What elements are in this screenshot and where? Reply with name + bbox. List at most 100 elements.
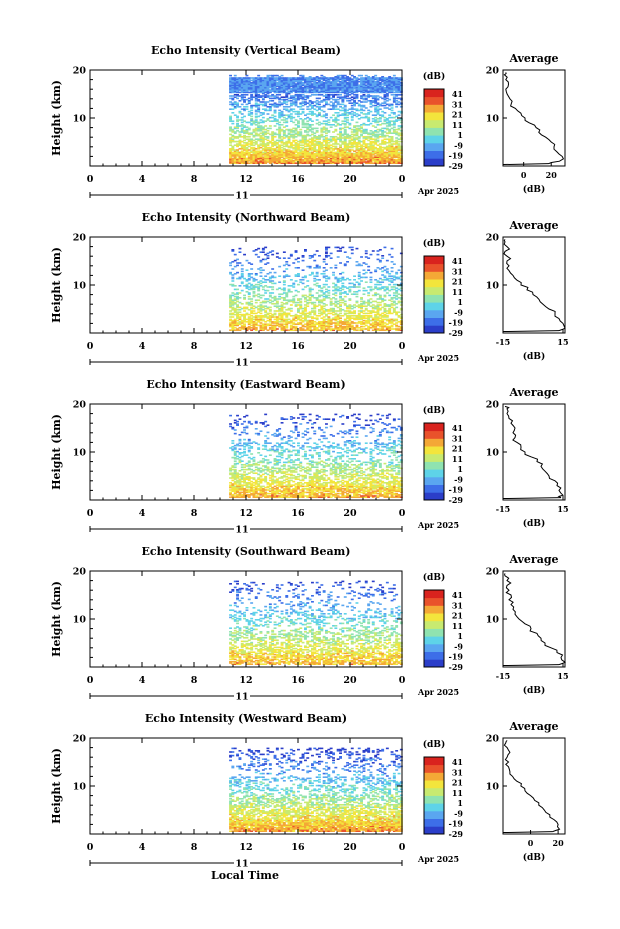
heatmap-cell (348, 91, 352, 94)
heatmap-cell (231, 306, 235, 309)
heatmap-cell (334, 325, 338, 328)
heatmap-cell (395, 161, 399, 163)
heatmap-cell (245, 89, 249, 91)
heatmap-cell (313, 86, 317, 89)
heatmap-cell (374, 329, 378, 331)
heatmap-cell (250, 138, 254, 140)
heatmap-cell (336, 101, 340, 103)
heatmap-cell (327, 90, 331, 92)
heatmap-cell (346, 328, 349, 330)
heatmap-cell (245, 286, 249, 288)
heatmap-cell (364, 322, 368, 324)
heatmap-cell (266, 306, 270, 309)
heatmap-cell (245, 279, 249, 281)
heatmap-cell (268, 251, 272, 253)
heatmap-cell (322, 283, 326, 286)
heatmap-cell (334, 136, 338, 138)
heatmap-cell (355, 127, 359, 130)
heatmap-cell (273, 313, 277, 316)
heatmap-cell (259, 88, 263, 90)
heatmap-cell (257, 85, 261, 88)
heatmap-cell (250, 85, 254, 88)
heatmap-cell (282, 270, 286, 273)
heatmap-cell (254, 154, 258, 156)
heatmap-cell (353, 130, 356, 132)
heatmap-cell (388, 124, 392, 126)
heatmap-cell (348, 323, 352, 325)
heatmap-cell (236, 157, 239, 160)
heatmap-cell (399, 161, 403, 163)
heatmap-cell (243, 142, 246, 144)
heatmap-cell (332, 95, 335, 97)
heatmap-cell (280, 324, 284, 327)
heatmap-cell (229, 91, 232, 94)
heatmap-cell (334, 148, 338, 150)
heatmap-cell (322, 319, 326, 322)
heatmap-cell (362, 301, 366, 304)
heatmap-cell (322, 110, 326, 113)
heatmap-cell (243, 316, 246, 318)
heatmap-cell (395, 120, 399, 122)
heatmap-cell (311, 295, 314, 298)
heatmap-cell (357, 286, 361, 288)
heatmap-cell (278, 98, 282, 101)
heatmap-cell (233, 299, 237, 301)
heatmap-cell (240, 325, 244, 328)
heatmap-cell (299, 149, 303, 151)
heatmap-cell (320, 162, 324, 164)
heatmap-cell (315, 136, 319, 138)
heatmap-cell (261, 325, 265, 328)
heatmap-cell (229, 95, 232, 97)
heatmap-cell (259, 103, 263, 106)
heatmap-cell (334, 101, 338, 103)
heatmap-cell (334, 162, 338, 164)
heatmap-cell (348, 78, 352, 80)
heatmap-cell (289, 154, 293, 156)
heatmap-cell (243, 325, 246, 328)
heatmap-cell (374, 119, 378, 121)
heatmap-cell (315, 119, 319, 121)
heatmap-cell (247, 84, 251, 86)
heatmap-cell (257, 121, 261, 124)
heatmap-cell (285, 128, 289, 131)
heatmap-cell (250, 140, 254, 143)
heatmap-cell (233, 310, 237, 312)
heatmap-cell (376, 162, 380, 164)
heatmap-cell (306, 327, 310, 329)
heatmap-cell (371, 125, 375, 127)
heatmap-cell (343, 144, 347, 146)
heatmap-cell (332, 106, 335, 108)
heatmap-cell (231, 268, 235, 270)
heatmap-cell (362, 323, 366, 325)
heatmap-cell (238, 86, 242, 89)
heatmap-cell (348, 304, 352, 306)
heatmap-cell (250, 98, 254, 101)
heatmap-cell (259, 309, 263, 311)
heatmap-cell (362, 130, 366, 132)
heatmap-cell (287, 275, 291, 277)
heatmap-cell (264, 108, 268, 110)
heatmap-cell (383, 80, 387, 83)
heatmap-cell (360, 96, 363, 98)
heatmap-cell (383, 86, 387, 89)
heatmap-cell (353, 102, 356, 104)
heatmap-cell (355, 146, 359, 149)
heatmap-cell (397, 148, 401, 150)
heatmap-cell (357, 88, 361, 90)
heatmap-cell (332, 84, 335, 86)
heatmap-cell (299, 89, 303, 91)
heatmap-cell (371, 162, 375, 164)
heatmap-cell (278, 144, 282, 146)
heatmap-cell (306, 127, 310, 130)
heatmap-cell (261, 318, 265, 321)
heatmap-cell (245, 283, 249, 286)
heatmap-cell (334, 104, 338, 107)
heatmap-cell (334, 292, 338, 294)
heatmap-cell (315, 89, 319, 91)
heatmap-cell (271, 133, 275, 136)
heatmap-cell (322, 158, 326, 161)
heatmap-cell (287, 321, 291, 323)
heatmap-cell (336, 162, 340, 164)
heatmap-cell (343, 80, 347, 83)
